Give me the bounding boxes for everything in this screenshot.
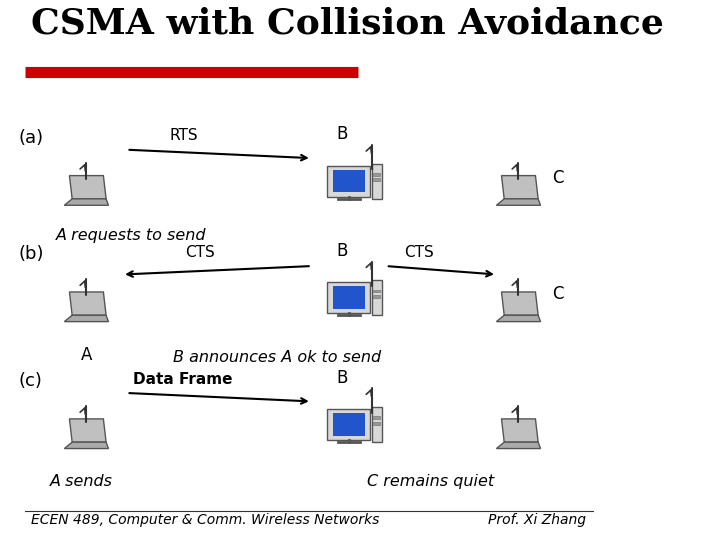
Bar — [372, 407, 382, 442]
Text: (a): (a) — [19, 129, 44, 147]
Text: B: B — [337, 369, 348, 387]
Bar — [373, 179, 380, 181]
Text: CSMA with Collision Avoidance: CSMA with Collision Avoidance — [31, 6, 664, 40]
Polygon shape — [496, 442, 541, 449]
Text: B announces A ok to send: B announces A ok to send — [173, 350, 381, 365]
Text: (c): (c) — [19, 373, 42, 390]
Polygon shape — [496, 315, 541, 322]
Polygon shape — [502, 292, 538, 315]
Bar — [373, 422, 380, 424]
Polygon shape — [69, 292, 106, 315]
Bar — [372, 280, 382, 315]
Text: (b): (b) — [19, 245, 44, 264]
Bar — [327, 282, 370, 313]
Text: CTS: CTS — [185, 245, 215, 260]
Polygon shape — [69, 419, 106, 442]
Bar — [372, 164, 382, 199]
Bar — [373, 295, 380, 298]
Polygon shape — [64, 199, 109, 205]
Bar — [327, 409, 370, 440]
Bar — [327, 166, 370, 197]
Text: B: B — [337, 242, 348, 260]
Text: A requests to send: A requests to send — [55, 228, 206, 244]
Text: A: A — [81, 346, 92, 364]
Bar — [333, 286, 365, 309]
Text: C: C — [552, 285, 564, 303]
Polygon shape — [64, 315, 109, 322]
Text: C remains quiet: C remains quiet — [367, 474, 495, 489]
Text: RTS: RTS — [170, 129, 199, 143]
Polygon shape — [64, 442, 109, 449]
Text: ECEN 489, Computer & Comm. Wireless Networks: ECEN 489, Computer & Comm. Wireless Netw… — [31, 513, 379, 527]
Text: B: B — [337, 125, 348, 143]
Text: Data Frame: Data Frame — [132, 372, 233, 387]
Bar — [373, 416, 380, 419]
Bar — [373, 289, 380, 292]
Polygon shape — [502, 176, 538, 199]
Polygon shape — [69, 176, 106, 199]
Bar — [333, 413, 365, 436]
Text: A sends: A sends — [50, 474, 112, 489]
Bar — [333, 170, 365, 192]
Polygon shape — [502, 419, 538, 442]
Polygon shape — [496, 199, 541, 205]
Text: CTS: CTS — [405, 245, 434, 260]
Bar — [373, 173, 380, 176]
Text: Prof. Xi Zhang: Prof. Xi Zhang — [488, 513, 586, 527]
Text: C: C — [552, 168, 564, 187]
